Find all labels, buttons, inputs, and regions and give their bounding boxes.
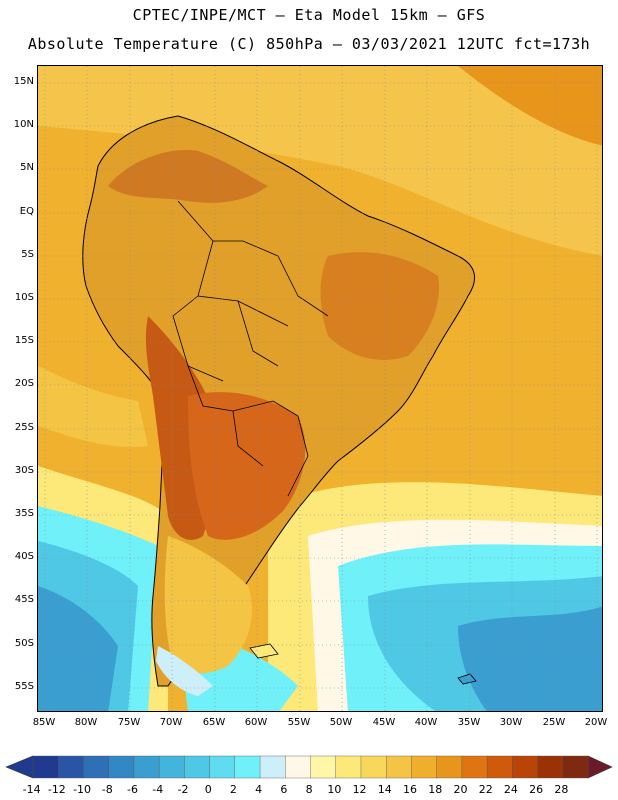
lon-label-40w: 40W [414, 717, 438, 728]
lon-label-55w: 55W [287, 717, 311, 728]
colorbar-swatch [537, 755, 564, 779]
colorbar-swatch [562, 755, 589, 779]
colorbar-label: 14 [377, 783, 392, 796]
ocean-hot-northeast [458, 66, 602, 146]
colorbar-label: 6 [280, 783, 288, 796]
colorbar-label: 26 [529, 783, 544, 796]
colorbar-swatch [360, 755, 387, 779]
tierra-del-fuego-cool [156, 646, 213, 696]
colorbar-label: -4 [152, 783, 164, 796]
map-title-line-2: Absolute Temperature (C) 850hPa – 03/03/… [27, 35, 591, 53]
colorbar-label: -6 [127, 783, 138, 796]
lon-label-35w: 35W [457, 717, 481, 728]
lat-label-5s: 5S [21, 249, 34, 260]
colorbar-label: 8 [305, 783, 313, 796]
lon-label-85w: 85W [32, 717, 56, 728]
colorbar-swatch [436, 755, 463, 779]
colorbar-label: 10 [327, 783, 342, 796]
colorbar-swatch [385, 755, 412, 779]
colorbar-swatch [133, 755, 160, 779]
lon-label-45w: 45W [372, 717, 396, 728]
lon-label-80w: 80W [74, 717, 98, 728]
ocean-deep-east [458, 606, 602, 711]
lon-label-60w: 60W [244, 717, 268, 728]
colorbar-label: 24 [503, 783, 518, 796]
colorbar-swatch [411, 755, 438, 779]
south-atlantic-island [457, 673, 477, 685]
lat-label-45s: 45S [14, 594, 34, 605]
colorbar-label: -14 [22, 783, 41, 796]
colorbar-swatch [184, 755, 211, 779]
lat-label-35s: 35S [14, 508, 34, 519]
northern-andes-warm [108, 150, 268, 203]
ocean-tropical-band [38, 66, 602, 256]
colorbar-swatch [486, 755, 513, 779]
lon-label-65w: 65W [202, 717, 226, 728]
lon-label-70w: 70W [159, 717, 183, 728]
colorbar-swatch [259, 755, 286, 779]
lat-label-10s: 10S [14, 292, 34, 303]
colorbar-swatch [83, 755, 110, 779]
colorbar-swatch [285, 755, 311, 779]
colorbar-label: -8 [101, 783, 113, 796]
colorbar-label: -2 [177, 783, 189, 796]
colorbar-swatch [335, 755, 362, 779]
lat-label-50s: 50S [14, 638, 34, 649]
colorbar-swatch [32, 755, 59, 779]
lat-label-5n: 5N [20, 162, 34, 173]
country-borders [172, 200, 329, 497]
colorbar-label: 20 [453, 783, 468, 796]
lon-label-20w: 20W [584, 717, 608, 728]
ocean-deep-west [38, 586, 118, 711]
colorbar-swatch [461, 755, 488, 779]
colorbar-label: 16 [403, 783, 418, 796]
colorbar-label: 2 [229, 783, 237, 796]
colorbar-swatch [108, 755, 135, 779]
temperature-map [37, 65, 603, 712]
colorbar-swatch [209, 755, 236, 779]
lat-label-40s: 40S [14, 551, 34, 562]
temperature-colorbar [0, 748, 618, 788]
colorbar-label: 18 [428, 783, 443, 796]
colorbar-label: -10 [73, 783, 92, 796]
patagonia-mild [164, 536, 252, 674]
ocean-pacific-band [38, 366, 148, 447]
colorbar-swatch [58, 755, 84, 779]
colorbar-label: 12 [352, 783, 367, 796]
lat-label-25s: 25S [14, 422, 34, 433]
lon-label-30w: 30W [499, 717, 523, 728]
lon-label-75w: 75W [117, 717, 141, 728]
map-title-line-1: CPTEC/INPE/MCT – Eta Model 15km – GFS [132, 6, 486, 24]
paraguay-argentina-hot [188, 392, 306, 540]
lon-label-50w: 50W [329, 717, 353, 728]
lat-label-30s: 30S [14, 465, 34, 476]
colorbar-swatch [512, 755, 539, 779]
lat-label-10n: 10N [13, 119, 34, 130]
colorbar-label: 22 [478, 783, 493, 796]
lat-label-20s: 20S [14, 378, 34, 389]
northeast-brazil-warm [320, 252, 439, 360]
lat-label-55s: 55S [14, 681, 34, 692]
colorbar-swatch [310, 755, 337, 779]
lat-label-eq: EQ [19, 206, 34, 217]
lon-label-25w: 25W [542, 717, 566, 728]
colorbar-swatch [234, 755, 261, 779]
colorbar-swatch [158, 755, 185, 779]
colorbar-min-arrow [5, 755, 34, 779]
lat-label-15s: 15S [14, 335, 34, 346]
colorbar-label: 28 [554, 783, 569, 796]
colorbar-label: 4 [255, 783, 263, 796]
lat-label-15n: 15N [13, 76, 34, 87]
colorbar-max-arrow [587, 755, 613, 779]
colorbar-label: -12 [47, 783, 66, 796]
colorbar-label: 0 [204, 783, 212, 796]
